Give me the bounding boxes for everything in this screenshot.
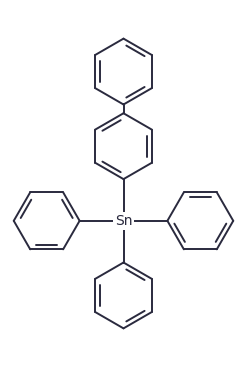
Text: Sn: Sn [115,214,132,228]
